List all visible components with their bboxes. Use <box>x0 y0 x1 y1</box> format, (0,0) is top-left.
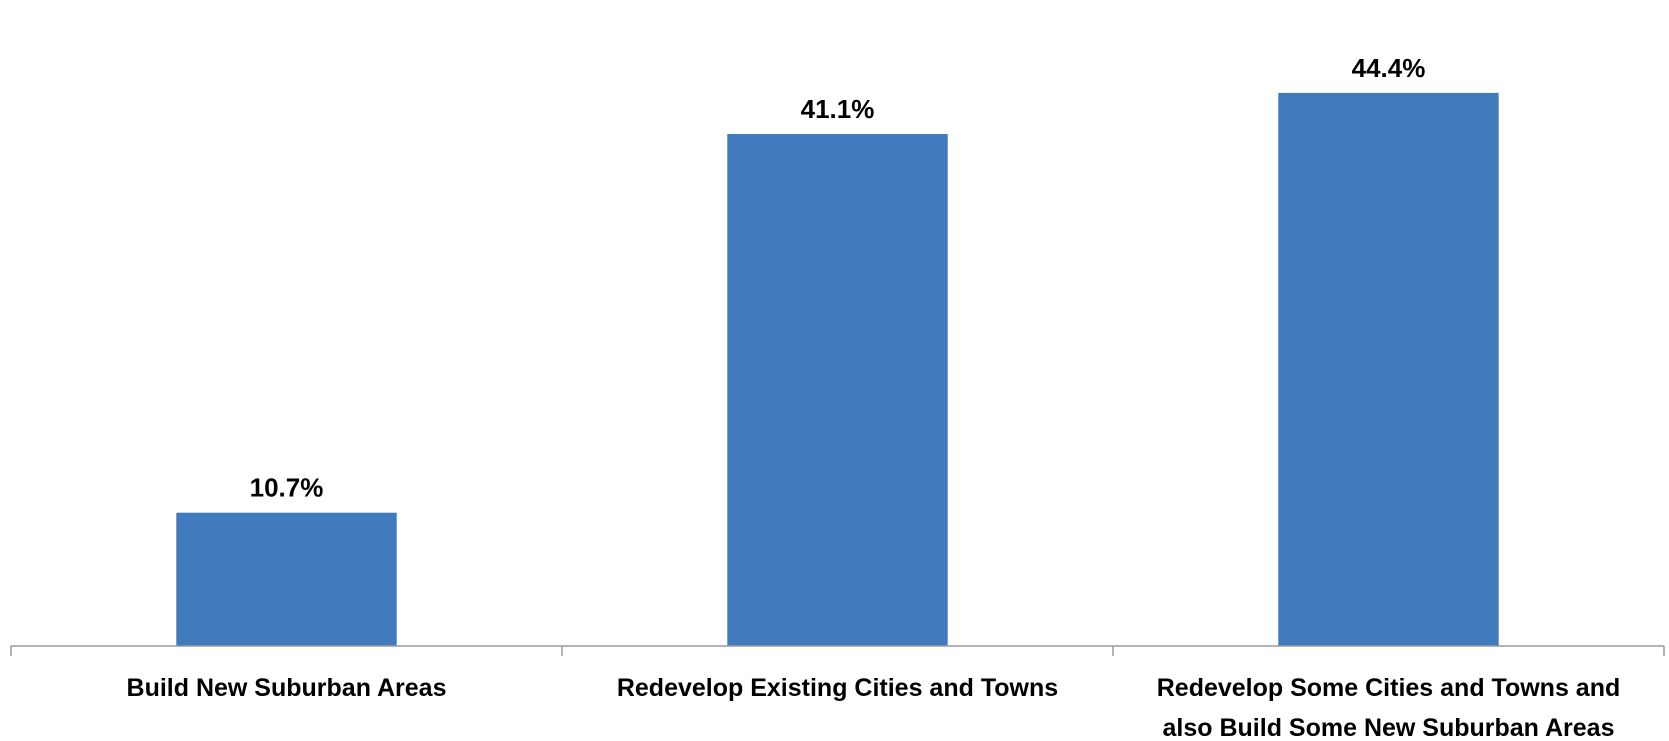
category-label-line: also Build Some New Suburban Areas <box>1163 714 1615 741</box>
category-label-1: Build New Suburban Areas <box>127 674 447 702</box>
category-label-line: Redevelop Existing Cities and Towns <box>617 674 1058 702</box>
data-label-1: 10.7% <box>250 473 324 503</box>
bars-group <box>176 92 1499 646</box>
bar-2 <box>727 134 948 646</box>
data-label-2: 41.1% <box>801 94 875 124</box>
category-label-2: Redevelop Existing Cities and Towns <box>617 674 1058 702</box>
bar-3 <box>1278 92 1499 646</box>
data-label-3: 44.4% <box>1352 53 1426 83</box>
x-axis <box>10 645 1665 656</box>
category-labels-group: Build New Suburban Areas Redevelop Existi… <box>127 674 1621 741</box>
category-label-line: Redevelop Some Cities and Towns and <box>1157 674 1621 702</box>
bar-1 <box>176 512 397 646</box>
category-label-3: Redevelop Some Cities and Towns and also … <box>1157 674 1621 741</box>
data-labels-group: 10.7% 41.1% 44.4% <box>250 53 1426 503</box>
category-label-line: Build New Suburban Areas <box>127 674 447 702</box>
